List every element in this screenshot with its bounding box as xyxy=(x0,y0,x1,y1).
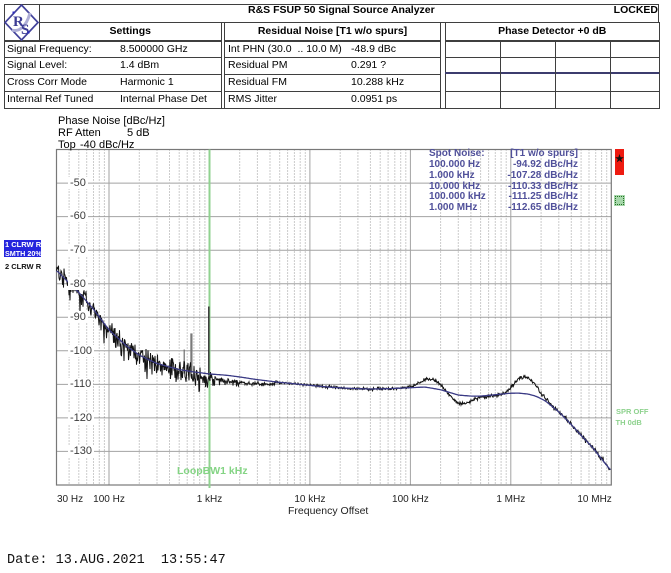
svg-text:S: S xyxy=(21,22,29,38)
svg-text:R: R xyxy=(13,14,24,30)
